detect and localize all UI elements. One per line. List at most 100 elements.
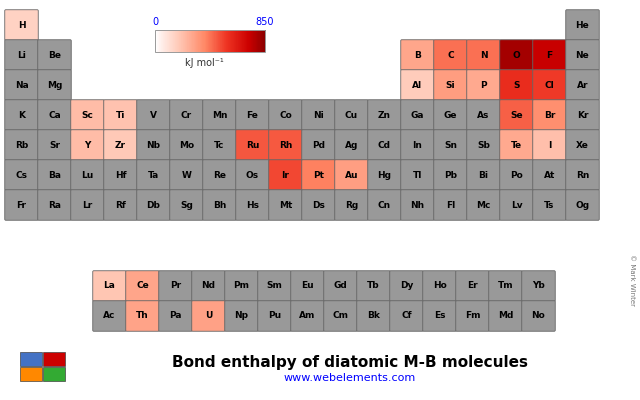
Bar [157, 30, 159, 52]
FancyBboxPatch shape [236, 160, 269, 190]
Text: Lv: Lv [511, 200, 522, 210]
Text: Na: Na [15, 80, 28, 90]
Bar [248, 30, 250, 52]
Bar [228, 30, 230, 52]
Bar [232, 30, 233, 52]
Text: W: W [182, 170, 191, 180]
Bar [230, 30, 231, 52]
FancyBboxPatch shape [532, 70, 566, 100]
FancyBboxPatch shape [203, 190, 236, 220]
FancyBboxPatch shape [301, 190, 335, 220]
Text: Pr: Pr [170, 282, 181, 290]
Bar [223, 30, 225, 52]
Bar [234, 30, 236, 52]
Bar [250, 30, 252, 52]
Text: Ts: Ts [544, 200, 555, 210]
Bar [170, 30, 172, 52]
FancyBboxPatch shape [390, 301, 423, 331]
FancyBboxPatch shape [301, 130, 335, 160]
FancyBboxPatch shape [125, 301, 159, 331]
Text: www.webelements.com: www.webelements.com [284, 373, 416, 383]
FancyBboxPatch shape [434, 190, 467, 220]
Text: Hf: Hf [115, 170, 126, 180]
Text: Zr: Zr [115, 140, 126, 150]
Text: Zn: Zn [378, 110, 391, 120]
Bar [229, 30, 230, 52]
Text: Pt: Pt [313, 170, 324, 180]
Text: Bond enthalpy of diatomic M-B molecules: Bond enthalpy of diatomic M-B molecules [172, 355, 528, 370]
FancyBboxPatch shape [192, 301, 225, 331]
Text: Bk: Bk [367, 312, 380, 320]
FancyBboxPatch shape [335, 100, 368, 130]
FancyBboxPatch shape [467, 130, 500, 160]
FancyBboxPatch shape [566, 70, 599, 100]
Bar [253, 30, 254, 52]
Bar [248, 30, 249, 52]
Bar [168, 30, 170, 52]
Text: Rh: Rh [279, 140, 292, 150]
Bar [204, 30, 205, 52]
Bar [180, 30, 181, 52]
Text: Au: Au [345, 170, 358, 180]
FancyBboxPatch shape [401, 190, 435, 220]
Bar [252, 30, 253, 52]
Bar [259, 30, 260, 52]
Bar [158, 30, 159, 52]
Bar [193, 30, 195, 52]
FancyBboxPatch shape [401, 130, 435, 160]
Bar [177, 30, 179, 52]
FancyBboxPatch shape [566, 190, 599, 220]
Bar [243, 30, 244, 52]
FancyBboxPatch shape [522, 271, 556, 301]
Bar [210, 30, 211, 52]
Bar [177, 30, 179, 52]
Bar [157, 30, 159, 52]
Bar [171, 30, 172, 52]
Bar [155, 30, 265, 52]
FancyBboxPatch shape [38, 130, 71, 160]
FancyBboxPatch shape [4, 160, 38, 190]
Bar [189, 30, 190, 52]
FancyBboxPatch shape [203, 130, 236, 160]
FancyBboxPatch shape [532, 40, 566, 70]
FancyBboxPatch shape [125, 271, 159, 301]
Bar [221, 30, 223, 52]
Bar [197, 30, 198, 52]
Bar [244, 30, 246, 52]
FancyBboxPatch shape [93, 301, 126, 331]
Text: P: P [480, 80, 487, 90]
Text: Pu: Pu [268, 312, 281, 320]
Text: Hs: Hs [246, 200, 259, 210]
Bar [166, 30, 167, 52]
Bar [206, 30, 207, 52]
Text: Cl: Cl [545, 80, 554, 90]
FancyBboxPatch shape [4, 10, 38, 40]
Bar [223, 30, 224, 52]
Text: Re: Re [213, 170, 226, 180]
Bar [201, 30, 202, 52]
Bar [186, 30, 188, 52]
Text: Db: Db [147, 200, 161, 210]
FancyBboxPatch shape [71, 190, 104, 220]
Bar [263, 30, 264, 52]
Bar [261, 30, 262, 52]
Bar [20, 367, 42, 381]
Bar [170, 30, 172, 52]
Text: C: C [447, 50, 454, 60]
Bar [249, 30, 250, 52]
Bar [216, 30, 218, 52]
FancyBboxPatch shape [324, 271, 357, 301]
Text: He: He [575, 20, 589, 30]
Text: Te: Te [511, 140, 522, 150]
Bar [43, 367, 65, 381]
FancyBboxPatch shape [104, 160, 137, 190]
Bar [188, 30, 189, 52]
Bar [161, 30, 163, 52]
Text: Ar: Ar [577, 80, 588, 90]
Text: Hg: Hg [378, 170, 392, 180]
Bar [212, 30, 214, 52]
Bar [260, 30, 261, 52]
Text: Gd: Gd [333, 282, 348, 290]
FancyBboxPatch shape [4, 130, 38, 160]
FancyBboxPatch shape [170, 190, 204, 220]
